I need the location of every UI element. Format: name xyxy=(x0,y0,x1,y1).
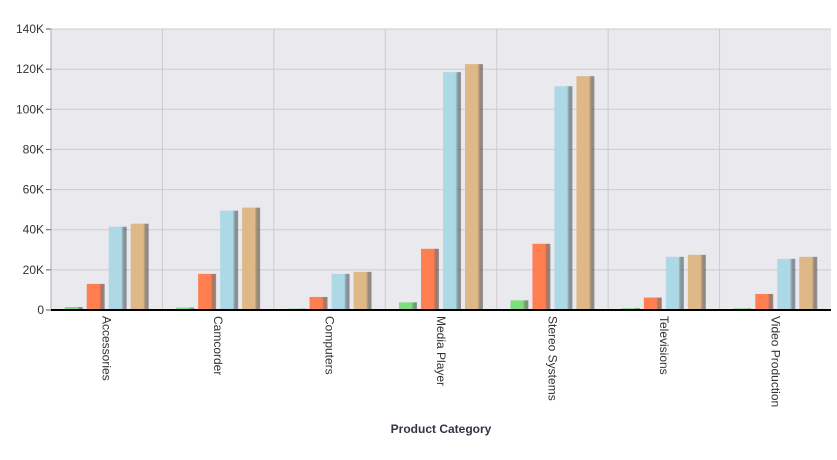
y-tick-label: 100K xyxy=(16,102,44,116)
bar-computers-series-3 xyxy=(331,273,350,310)
bar-media-player-series-2 xyxy=(421,248,439,310)
bar-video-production-series-4 xyxy=(799,256,818,310)
plot-area xyxy=(51,29,831,310)
y-tick-label: 60K xyxy=(23,183,44,197)
x-tick-label: Accessories xyxy=(100,316,114,381)
x-tick-label: Televisions xyxy=(657,316,671,375)
bar-stereo-systems-series-1 xyxy=(510,300,529,310)
gridlines xyxy=(51,28,831,310)
bar-computers-series-2 xyxy=(309,296,328,310)
bar-accessories-series-1 xyxy=(64,306,83,310)
x-tick-label: Camcorder xyxy=(211,316,225,375)
bar-media-player-series-3 xyxy=(443,72,461,311)
x-tick-label: Media Player xyxy=(434,316,448,386)
y-tick-label: 120K xyxy=(16,62,44,76)
bar-camcorder-series-3 xyxy=(220,210,239,310)
bar-accessories-series-2 xyxy=(86,283,105,310)
y-tick-label: 20K xyxy=(23,263,44,277)
bar-media-player-series-4 xyxy=(465,64,483,310)
bar-video-production-series-3 xyxy=(777,258,796,310)
x-tick-label: Video Production xyxy=(768,316,782,407)
bar-televisions-series-2 xyxy=(643,297,662,310)
bar-stereo-systems-series-2 xyxy=(532,243,551,310)
bar-media-player-series-1 xyxy=(399,302,417,310)
x-tick-label: Computers xyxy=(323,316,337,375)
bar-computers-series-4 xyxy=(353,271,372,310)
bar-camcorder-series-2 xyxy=(198,273,217,310)
bar-video-production-series-2 xyxy=(755,293,774,310)
bar-accessories-series-4 xyxy=(130,223,149,310)
x-axis-title: Product Category xyxy=(391,422,492,436)
y-tick-label: 80K xyxy=(23,142,44,156)
bar-camcorder-series-1 xyxy=(176,307,195,310)
y-tick-label: 140K xyxy=(16,22,44,36)
bar-televisions-series-3 xyxy=(665,256,684,310)
bar-accessories-series-3 xyxy=(108,226,127,310)
bar-camcorder-series-4 xyxy=(242,207,261,310)
y-tick-label: 0 xyxy=(37,303,44,317)
bar-stereo-systems-series-4 xyxy=(576,76,595,311)
y-tick-label: 40K xyxy=(23,223,44,237)
x-tick-label: Stereo Systems xyxy=(545,316,559,401)
bar-televisions-series-4 xyxy=(687,254,706,310)
bars xyxy=(64,64,818,311)
bar-stereo-systems-series-3 xyxy=(554,86,573,310)
axes: 0 20K 40K 60K 80K 100K 120K 140K Accessories Camc… xyxy=(16,22,831,407)
